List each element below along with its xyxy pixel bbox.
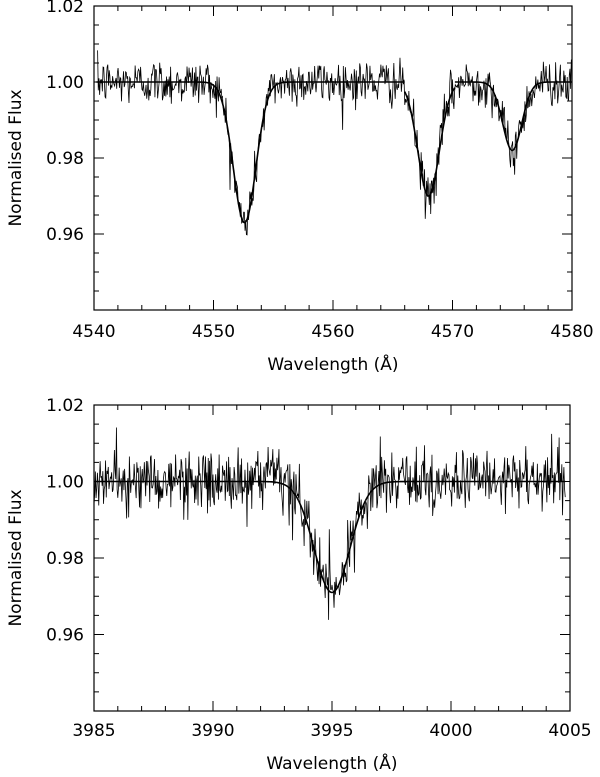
x-tick-label: 4580 [550,322,593,342]
x-tick-label: 3985 [72,721,115,741]
model-segment [96,81,227,117]
model-segment [94,480,300,502]
x-tick-label: 3990 [191,721,234,741]
bottom-spectrum-panel: 3985 3990 3995 4000 4005 0.96 0.98 1.00 1.02 Wav… [6,396,592,774]
x-tick-label: 4000 [429,721,472,741]
bottom-plot-frame [93,404,571,712]
x-tick-label: 4540 [72,322,115,342]
top-axis-ticks [93,5,573,311]
top-spectrum-panel: 4540 4550 4560 4570 4580 0.96 0.98 1.00 1.02 Wav… [6,0,594,375]
top-tick-labels: 4540 4550 4560 4570 4580 0.96 0.98 1.00 1.02 [46,0,593,342]
top-plot-frame [93,5,573,311]
model-segment [224,83,279,224]
y-tick-label: 1.02 [46,0,84,17]
model-segment [454,81,572,152]
bottom-model-profile [94,480,566,594]
y-tick-label: 0.98 [46,149,84,169]
y-tick-label: 0.96 [46,626,84,646]
top-y-axis-label: Normalised Flux [6,89,26,226]
y-tick-label: 1.02 [46,396,84,416]
model-segment [364,480,566,502]
y-tick-label: 0.98 [46,549,84,569]
bottom-observed-spectrum-line [93,427,566,620]
bottom-axis-ticks [93,404,571,712]
bottom-x-axis-label: Wavelength (Å) [266,752,397,774]
bottom-tick-labels: 3985 3990 3995 4000 4005 0.96 0.98 1.00 1.02 [46,396,591,741]
x-tick-label: 3995 [310,721,353,741]
model-segment [297,500,367,594]
x-tick-label: 4570 [431,322,474,342]
x-tick-label: 4005 [548,721,591,741]
y-tick-label: 0.96 [46,225,84,245]
x-tick-label: 4560 [311,322,354,342]
bottom-y-axis-label: Normalised Flux [6,489,26,626]
model-segment [277,81,405,85]
top-model-profile [96,81,572,224]
x-tick-label: 4550 [192,322,235,342]
top-x-axis-label: Wavelength (Å) [267,353,398,375]
y-tick-label: 1.00 [46,473,84,493]
y-tick-label: 1.00 [46,73,84,93]
model-segment [403,87,456,197]
top-observed-spectrum-line [97,50,573,236]
